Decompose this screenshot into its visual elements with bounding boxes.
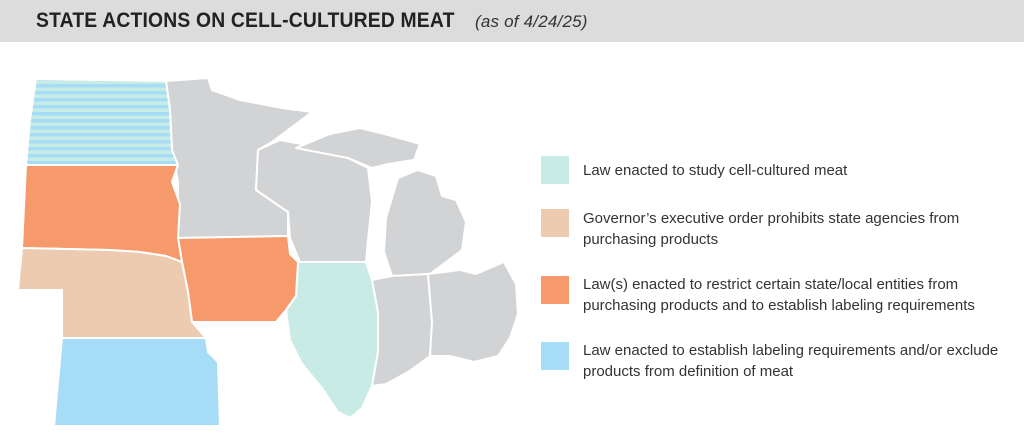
legend-label-labeling-definition: Law enacted to establish labeling requir… bbox=[583, 342, 999, 380]
state-south-dakota bbox=[21, 164, 183, 263]
state-kansas bbox=[53, 337, 221, 427]
legend-swatch-study bbox=[541, 156, 569, 184]
state-ohio bbox=[427, 261, 519, 363]
state-michigan-lower bbox=[383, 169, 467, 277]
legend-swatch-procurement-labeling bbox=[541, 276, 569, 304]
page-title: STATE ACTIONS ON CELL-CULTURED MEAT (as … bbox=[36, 9, 588, 33]
title-date-note: (as of 4/24/25) bbox=[475, 12, 588, 31]
title-bar bbox=[0, 0, 1024, 42]
state-nebraska bbox=[17, 247, 207, 339]
state-illinois bbox=[285, 261, 379, 419]
state-north-dakota bbox=[25, 78, 179, 166]
title-main: STATE ACTIONS ON CELL-CULTURED MEAT bbox=[36, 9, 455, 32]
legend-swatch-labeling-definition bbox=[541, 342, 569, 370]
legend-swatch-executive-order bbox=[541, 209, 569, 237]
legend-label-executive-order: Governor’s executive order prohibits sta… bbox=[583, 210, 960, 248]
state-michigan-upper bbox=[295, 127, 421, 169]
legend-label-study: Law enacted to study cell-cultured meat bbox=[583, 162, 848, 179]
state-indiana bbox=[371, 273, 433, 387]
state-iowa bbox=[177, 235, 299, 323]
legend-label-procurement-labeling: Law(s) enacted to restrict certain state… bbox=[583, 276, 975, 314]
